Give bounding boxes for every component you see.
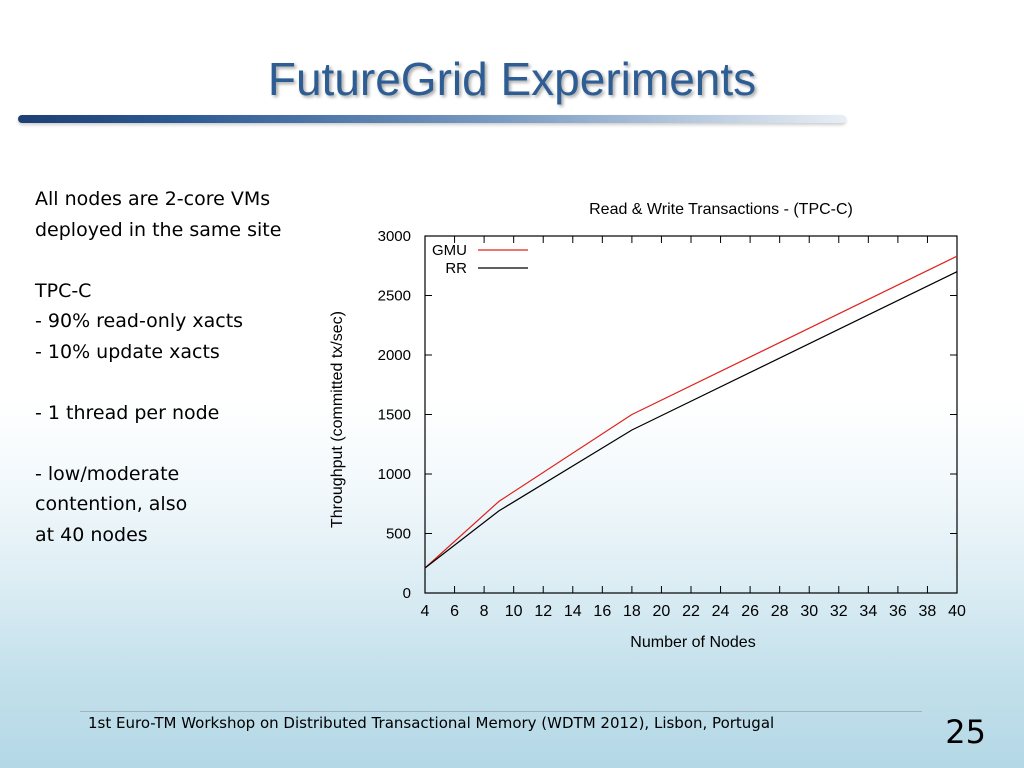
- note-line: - 1 thread per node: [35, 401, 220, 424]
- footer-divider: [80, 711, 922, 712]
- x-tick-label: 8: [480, 603, 489, 620]
- plot-frame: [424, 235, 958, 594]
- x-tick-label: 36: [889, 603, 907, 620]
- notes-text-block: All nodes are 2-core VMs deployed in the…: [35, 184, 325, 550]
- y-tick-label: 1000: [378, 466, 411, 483]
- x-tick-label: 30: [800, 603, 818, 620]
- x-tick-label: 34: [859, 603, 877, 620]
- title-underline: [18, 115, 846, 123]
- note-line: - 10% update xacts: [35, 340, 220, 363]
- series-line-gmu: [424, 255, 958, 569]
- x-axis-label: Number of Nodes: [630, 634, 755, 651]
- chart-title: Read & Write Transactions - (TPC-C): [589, 201, 853, 218]
- y-axis-label: Throughput (committed tx/sec): [329, 311, 346, 528]
- x-tick-label: 16: [593, 603, 611, 620]
- x-tick-label: 10: [505, 603, 523, 620]
- y-tick-label: 2000: [378, 347, 411, 364]
- legend-label: RR: [445, 260, 467, 277]
- x-tick-label: 4: [421, 603, 430, 620]
- series-line-rr: [424, 271, 958, 569]
- y-tick-label: 1500: [378, 407, 411, 424]
- y-tick-label: 500: [386, 526, 411, 543]
- note-line: deployed in the same site: [35, 218, 282, 241]
- note-line: at 40 nodes: [35, 523, 148, 546]
- x-tick-label: 38: [919, 603, 937, 620]
- note-line: [35, 367, 325, 398]
- x-tick-label: 24: [712, 603, 730, 620]
- throughput-line-chart: Read & Write Transactions - (TPC-C) 0 500 1…: [329, 201, 966, 651]
- note-line: [35, 245, 325, 276]
- y-tick-label: 0: [403, 585, 411, 602]
- x-tick-label: 14: [564, 603, 582, 620]
- note-line: contention, also: [35, 493, 188, 515]
- x-tick-label: 32: [830, 603, 848, 620]
- x-tick-label: 26: [741, 603, 759, 620]
- x-tick-label: 40: [948, 603, 966, 620]
- footer-text: 1st Euro-TM Workshop on Distributed Tran…: [88, 714, 775, 732]
- y-tick-label: 2500: [378, 288, 411, 305]
- legend-label: GMU: [432, 242, 467, 259]
- x-tick-label: 20: [653, 603, 671, 620]
- page-number: 25: [945, 713, 986, 751]
- x-tick-label: 12: [534, 603, 552, 620]
- x-tick-label: 28: [771, 603, 789, 620]
- x-tick-label: 18: [623, 603, 641, 620]
- x-tick-label: 6: [450, 603, 459, 620]
- note-line: [35, 428, 325, 459]
- note-line: TPC-C: [35, 279, 92, 302]
- note-line: All nodes are 2-core VMs: [35, 188, 271, 210]
- note-line: - low/moderate: [35, 462, 180, 485]
- slide-title: FutureGrid Experiments: [267, 53, 757, 105]
- y-tick-label: 3000: [378, 228, 411, 245]
- x-tick-label: 22: [682, 603, 700, 620]
- note-line: - 90% read-only xacts: [35, 310, 244, 332]
